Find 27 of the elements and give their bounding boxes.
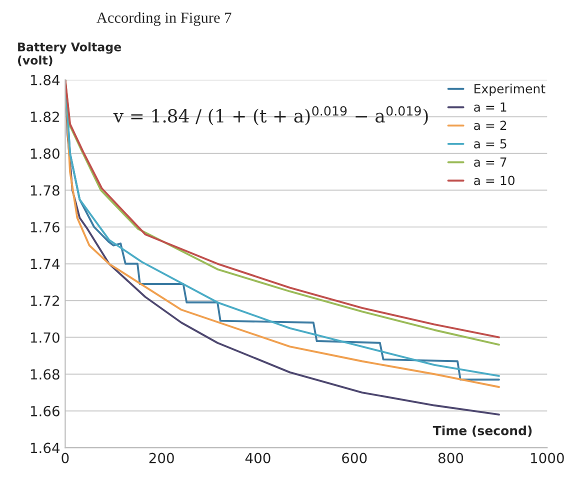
y-tick-label: 1.84 (30, 74, 60, 86)
legend-label: a = 1 (474, 102, 506, 112)
y-tick-label: 1.80 (30, 148, 60, 159)
legend-label: a = 10 (474, 176, 514, 186)
y-tick-label: 1.66 (30, 406, 60, 416)
y-tick-label: 1.74 (30, 258, 60, 270)
x-axis-title: Time (second) (432, 426, 532, 437)
y-tick-label: 1.78 (30, 185, 60, 196)
legend-label: Experiment (474, 84, 546, 96)
legend-label: a = 2 (474, 120, 506, 130)
x-tick-label: 600 (342, 452, 367, 464)
chart-title: According in Figure 7 (96, 12, 232, 26)
y-tick-label: 1.82 (30, 112, 59, 122)
x-tick-label: 1000 (531, 452, 564, 464)
legend-label: a = 7 (474, 158, 506, 167)
x-tick-label: 400 (245, 452, 270, 464)
annotation: v = 1.84 / (1 + (t + a)$^{0.019}$ − a$^{0.019}$) (113, 106, 428, 126)
x-tick-label: 200 (149, 452, 174, 464)
x-tick-label: 0 (62, 452, 69, 464)
y-tick-label: 1.64 (30, 442, 60, 454)
y-tick-label: 1.76 (30, 222, 60, 232)
y-axis-title: Battery Voltage (volt) (18, 42, 122, 66)
x-tick-label: 800 (438, 452, 464, 464)
legend-label: a = 5 (474, 139, 506, 148)
y-tick-label: 1.68 (30, 369, 60, 380)
y-tick-label: 1.72 (30, 296, 59, 306)
y-tick-label: 1.70 (30, 332, 60, 343)
